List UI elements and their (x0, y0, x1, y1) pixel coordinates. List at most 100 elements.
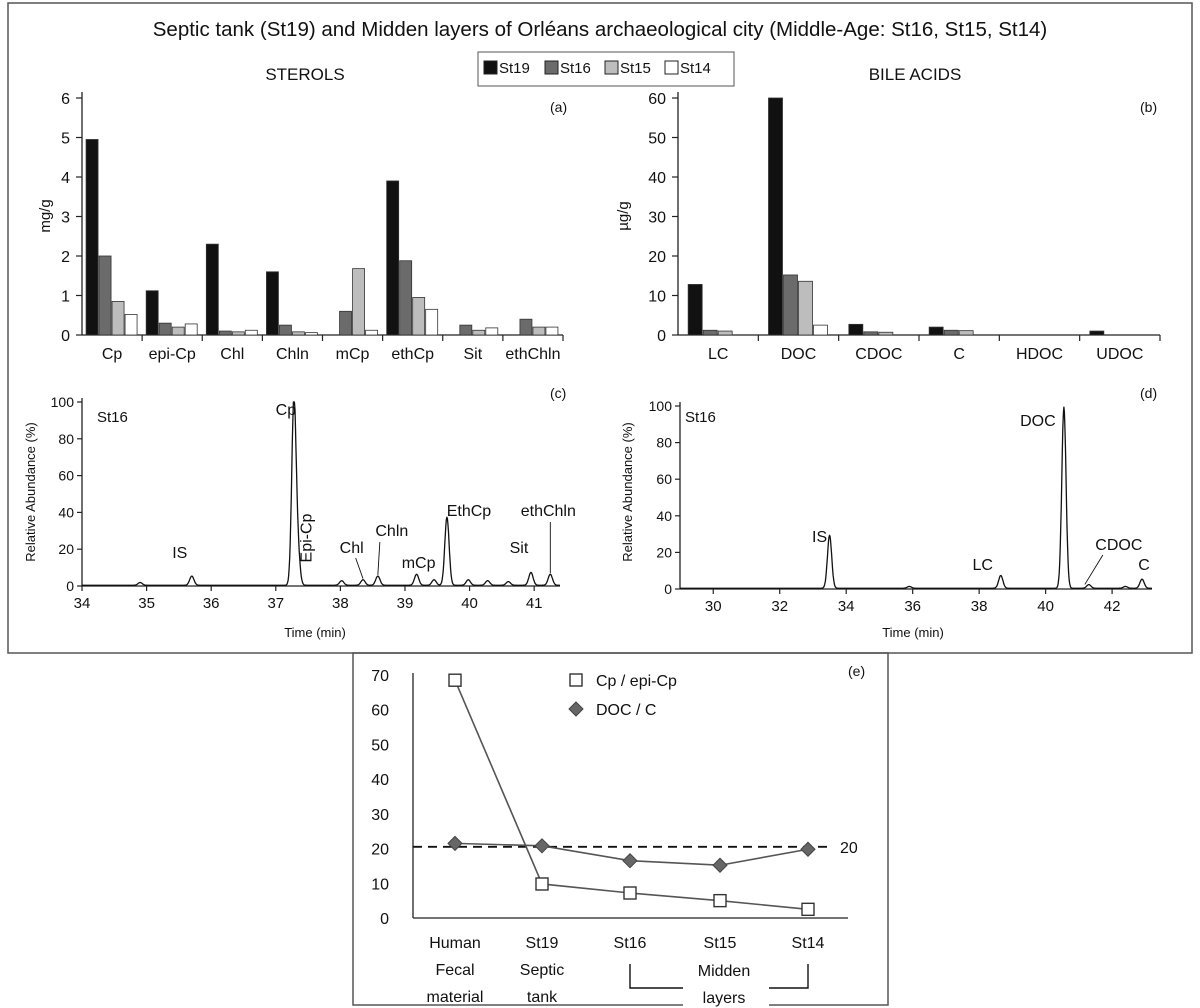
bar-st19-chl (205, 243, 219, 336)
legend-swatch-st16 (544, 60, 559, 75)
x-tick-label: 42 (1104, 598, 1121, 615)
peak-label-epi-cp: Epi-Cp (299, 513, 316, 562)
bar-st15-lc (717, 330, 733, 336)
y-tick-label: 60 (58, 468, 74, 484)
chart-e-ratios: 0 10 20 30 40 50 60 70 20 Cp / epi-Cp DOC / C Human… (371, 668, 858, 1008)
bar-st16-c (943, 329, 959, 336)
y-tick-label: 0 (664, 581, 672, 597)
midden-label-line1: Midden (698, 963, 750, 980)
peak-label-chln: Chln (375, 523, 408, 540)
category-label-st15: St15 (704, 935, 737, 952)
x-tick-label-epi-cp: epi-Cp (149, 346, 196, 363)
y-tick-label: 60 (371, 703, 389, 720)
ylabel-d: Relative Abundance (%) (620, 422, 635, 561)
chromatogram-trace (679, 406, 1153, 589)
x-tick-label: 32 (771, 598, 788, 615)
ylabel-b: µg/g (615, 201, 632, 231)
category-label-septic: Septic (520, 962, 564, 979)
x-tick-label-chl: Chl (220, 346, 244, 363)
x-tick-label-chln: Chln (276, 346, 309, 363)
peak-label-ethchln: ethChln (521, 503, 576, 520)
ylabel-c: Relative Abundance (%) (23, 422, 38, 561)
x-tick-label-c: C (953, 346, 965, 363)
x-tick-label-doc: DOC (781, 346, 817, 363)
x-tick-label: 38 (971, 598, 988, 615)
bar-st14-chln (305, 332, 318, 336)
bar-st14-doc (813, 324, 828, 336)
y-tick-label: 100 (51, 394, 75, 410)
bar-st15-c (958, 330, 974, 336)
x-tick-label-hdoc: HDOC (1016, 346, 1063, 363)
bar-st19-epi-cp (145, 290, 159, 336)
x-tick-label: 34 (74, 595, 91, 612)
bar-st15-ethcp (412, 297, 426, 336)
x-tick-label-cp: Cp (102, 346, 123, 363)
category-label-fecal: Fecal (435, 962, 474, 979)
x-tick-label: 37 (267, 595, 284, 612)
x-tick-label-ethchln: ethChln (505, 346, 560, 363)
x-tick-label-sit: Sit (463, 346, 482, 363)
panel-label-b: (b) (1140, 99, 1157, 115)
bar-st14-chl (244, 329, 258, 336)
legend-swatch-st19 (483, 60, 498, 75)
leader-line-cdoc (1084, 554, 1104, 585)
y-tick-label: 6 (61, 91, 70, 108)
x-tick-label-ethcp: ethCp (391, 346, 434, 363)
bar-st16-ethchln (519, 318, 533, 336)
peak-label-is: IS (172, 545, 187, 562)
bar-st15-chl (231, 331, 245, 336)
legend-label-st15: St15 (620, 60, 651, 77)
chromatogram-trace (81, 401, 561, 586)
midden-bracket-gap (683, 962, 769, 1008)
bar-st19-udoc (1089, 330, 1105, 336)
bar-st15-cdoc (878, 331, 894, 336)
sample-label-c: St16 (97, 409, 128, 426)
bar-st19-ethcp (386, 180, 400, 336)
y-tick-label: 3 (61, 210, 70, 227)
y-tick-label: 20 (656, 544, 672, 560)
bar-st16-doc (783, 274, 798, 336)
x-tick-label: 36 (904, 598, 921, 615)
peak-label-is: IS (812, 529, 827, 546)
y-tick-label: 40 (656, 508, 672, 524)
legend-swatch-st15 (604, 60, 619, 75)
chart-b-bile-acids: 0 10 20 30 40 50 60 LC DOC CDOC C HDOC UDOC (648, 91, 1161, 363)
y-tick-label: 20 (58, 541, 74, 557)
peak-label-doc: DOC (1020, 413, 1056, 430)
leader-line-chl (355, 557, 364, 579)
peak-label-c: C (1138, 557, 1150, 574)
peak-label-cp: Cp (276, 402, 297, 419)
legend-label-st19: St19 (499, 60, 530, 77)
legend-label-st14: St14 (680, 60, 711, 77)
bar-st15-doc (798, 280, 813, 336)
top-legend: St19 St16 St15 St14 (477, 51, 735, 87)
peak-label-ethcp: EthCp (447, 503, 492, 520)
peak-label-cdoc: CDOC (1095, 537, 1142, 554)
x-tick-label: 34 (838, 598, 855, 615)
bar-st19-chln (266, 271, 279, 336)
bar-st19-cdoc (848, 323, 864, 336)
bar-st16-cdoc (863, 331, 879, 336)
legend-label-doc-c: DOC / C (596, 702, 656, 719)
x-tick-label: 35 (138, 595, 155, 612)
y-tick-label: 0 (66, 578, 74, 594)
bar-st19-doc (768, 97, 783, 336)
y-tick-label: 50 (371, 737, 389, 754)
y-tick-label: 80 (58, 431, 74, 447)
y-tick-label: 0 (61, 328, 70, 345)
legend-marker-cp-epi-cp (569, 673, 583, 687)
y-tick-label: 60 (656, 471, 672, 487)
xlabel-c: Time (min) (284, 625, 346, 640)
x-tick-label-cdoc: CDOC (855, 346, 902, 363)
x-tick-label: 30 (705, 598, 722, 615)
bar-st16-chln (279, 324, 292, 336)
y-tick-label: 20 (648, 249, 666, 266)
y-tick-label: 30 (648, 210, 666, 227)
panel-label-d: (d) (1140, 385, 1157, 401)
x-tick-label-lc: LC (708, 346, 728, 363)
bar-st16-cp (98, 255, 112, 336)
marker-cp-epi-cp-4 (801, 902, 815, 917)
bar-st16-sit (459, 324, 473, 336)
x-tick-label-mcp: mCp (336, 346, 370, 363)
bar-st14-mcp (365, 329, 378, 336)
